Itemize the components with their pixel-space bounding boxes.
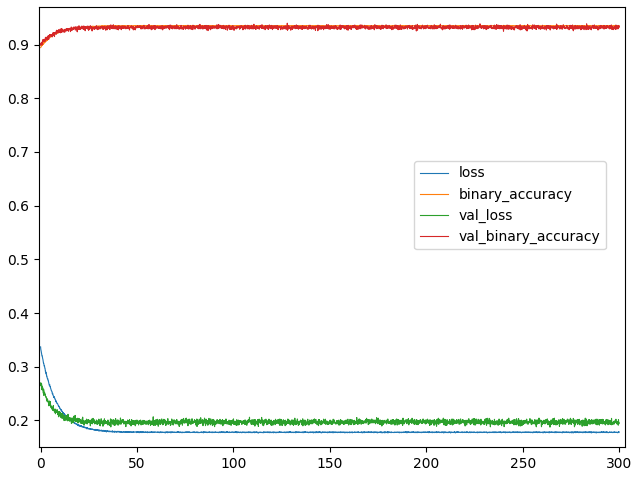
val_loss (541, 420, 549, 425)
val_loss (259, 422, 266, 427)
binary_accuracy (137, 23, 145, 29)
val_binary_accuracy (259, 24, 266, 30)
val_binary_accuracy (604, 23, 612, 29)
binary_accuracy (259, 23, 266, 29)
Line: binary_accuracy: binary_accuracy (40, 25, 619, 48)
binary_accuracy (604, 23, 612, 29)
val_loss (604, 422, 612, 428)
val_binary_accuracy (102, 23, 110, 29)
val_binary_accuracy (284, 21, 291, 26)
loss (36, 344, 44, 350)
val_binary_accuracy (615, 23, 623, 29)
binary_accuracy (284, 23, 291, 29)
Legend: loss, binary_accuracy, val_loss, val_binary_accuracy: loss, binary_accuracy, val_loss, val_bin… (415, 161, 606, 250)
val_loss (36, 383, 44, 389)
loss (541, 430, 549, 435)
loss (102, 429, 110, 435)
val_loss (37, 380, 45, 386)
loss (615, 429, 623, 435)
val_binary_accuracy (541, 25, 549, 31)
val_binary_accuracy (284, 25, 291, 31)
val_loss (137, 422, 145, 428)
loss (259, 430, 266, 435)
binary_accuracy (102, 23, 110, 29)
val_loss (615, 420, 623, 426)
val_binary_accuracy (36, 43, 44, 48)
val_loss (284, 418, 291, 424)
loss (284, 429, 291, 435)
binary_accuracy (541, 23, 549, 29)
loss (137, 430, 145, 435)
Line: val_binary_accuracy: val_binary_accuracy (40, 23, 619, 45)
val_loss (546, 424, 554, 430)
binary_accuracy (36, 45, 44, 51)
binary_accuracy (615, 23, 623, 29)
val_binary_accuracy (137, 23, 145, 29)
loss (604, 430, 612, 435)
loss (161, 430, 169, 436)
Line: val_loss: val_loss (40, 383, 619, 427)
val_loss (103, 419, 111, 424)
binary_accuracy (183, 22, 191, 28)
Line: loss: loss (40, 347, 619, 433)
